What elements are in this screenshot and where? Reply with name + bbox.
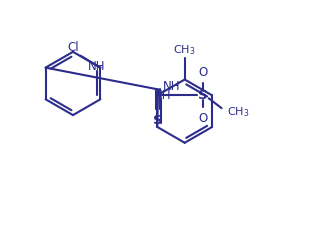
Text: CH$_3$: CH$_3$: [173, 43, 196, 57]
Text: S: S: [198, 89, 208, 102]
Text: O: O: [198, 112, 207, 125]
Text: CH$_3$: CH$_3$: [226, 105, 249, 119]
Text: Cl: Cl: [67, 41, 79, 54]
Text: NH: NH: [88, 60, 106, 73]
Text: O: O: [198, 65, 207, 78]
Text: NH: NH: [162, 80, 180, 93]
Text: S: S: [153, 114, 163, 127]
Text: NH: NH: [154, 89, 171, 102]
